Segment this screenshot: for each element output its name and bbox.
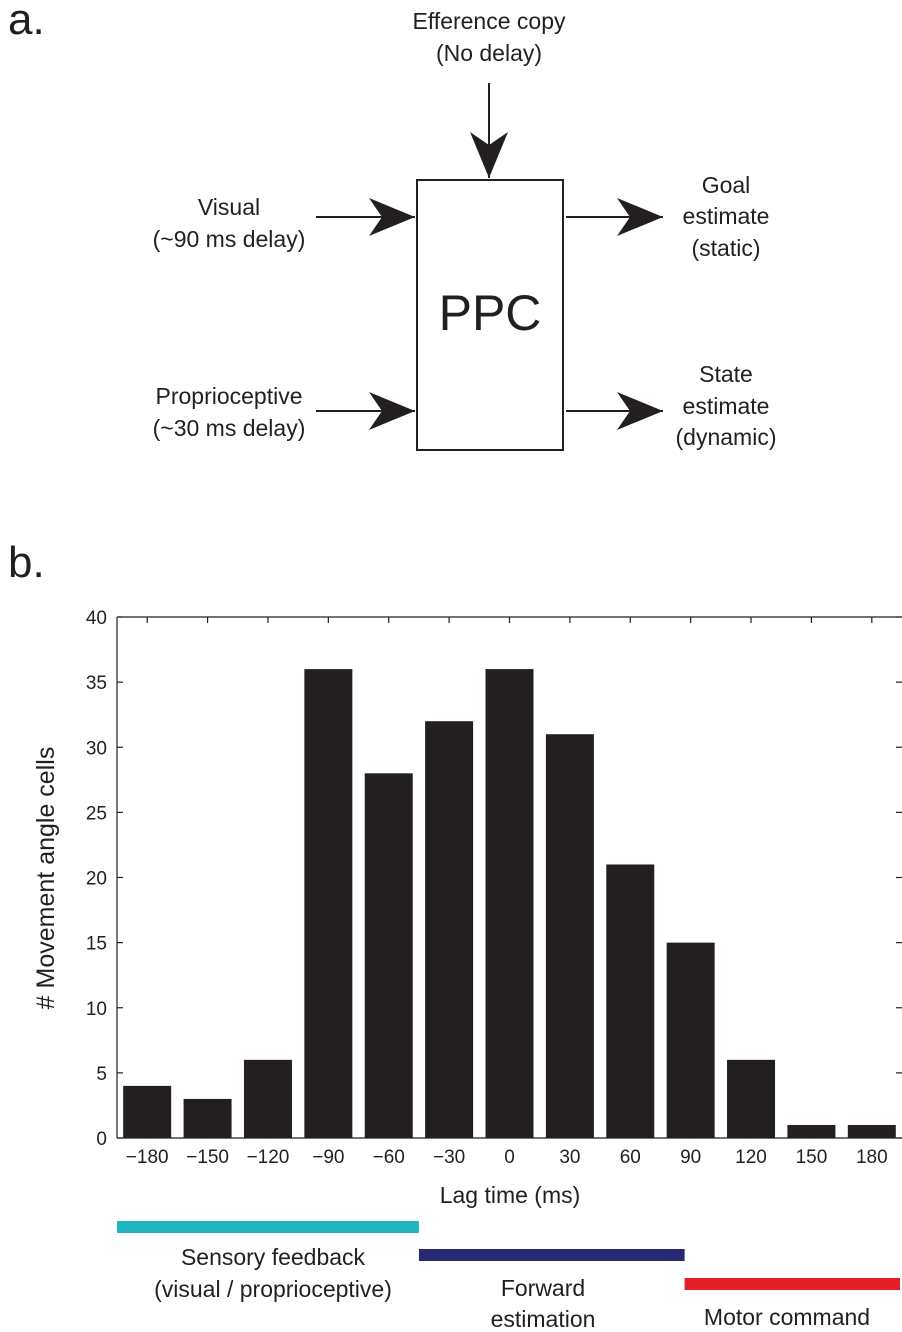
x-tick-label-1: −150 [186, 1147, 229, 1168]
bar-11 [787, 1124, 836, 1138]
panel-a-label: a. [8, 0, 45, 44]
state-label-line1: State [699, 361, 753, 387]
sensory-feedback-label-line1: Sensory feedback [181, 1244, 366, 1270]
x-axis-label: Lag time (ms) [440, 1182, 581, 1208]
y-tick-label-2: 10 [86, 999, 107, 1020]
y-tick-label-1: 5 [96, 1064, 107, 1085]
proprioceptive-label-line2: (~30 ms delay) [153, 415, 306, 441]
sensory-feedback-label-line2: (visual / proprioceptive) [154, 1276, 392, 1302]
x-tick-label-11: 150 [796, 1147, 828, 1168]
bars-group [123, 669, 896, 1138]
timing-bands: Sensory feedback (visual / proprioceptiv… [117, 1221, 900, 1332]
y-tick-label-7: 35 [86, 673, 107, 694]
x-tick-label-8: 60 [620, 1147, 641, 1168]
forward-estimation-label-line2: estimation [491, 1306, 596, 1332]
x-tick-label-7: 30 [559, 1147, 580, 1168]
y-tick-label-4: 20 [86, 869, 107, 890]
bar-7 [545, 734, 594, 1138]
ppc-label: PPC [439, 285, 542, 341]
panel-b: b. 0 5 10 15 20 25 30 35 40 −180 −150 −120 −90 −60 −3… [8, 538, 902, 1332]
y-axis-label: # Movement angle cells [32, 747, 60, 1010]
x-tick-label-12: 180 [856, 1147, 888, 1168]
x-ticks-group: −180 −150 −120 −90 −60 −30 0 30 60 90 120 150 180 [126, 617, 888, 1168]
state-label-line2: estimate [683, 393, 770, 419]
efference-label-line2: (No delay) [436, 40, 542, 66]
histogram-chart: 0 5 10 15 20 25 30 35 40 −180 −150 −120 −90 −60 −30 0 3… [86, 608, 902, 1168]
proprioceptive-label-line1: Proprioceptive [155, 383, 302, 409]
ppc-box [416, 179, 564, 451]
bar-8 [606, 864, 655, 1138]
bar-6 [485, 669, 534, 1138]
bar-9 [666, 942, 715, 1138]
x-tick-label-5: −30 [433, 1147, 465, 1168]
bar-12 [847, 1124, 896, 1138]
efference-label-line1: Efference copy [412, 8, 566, 34]
bar-0 [123, 1085, 172, 1138]
x-tick-label-3: −90 [312, 1147, 344, 1168]
bar-2 [243, 1059, 292, 1138]
motor-command-band [684, 1278, 900, 1290]
y-tick-label-6: 30 [86, 738, 107, 759]
motor-command-label: Motor command [704, 1304, 870, 1330]
y-tick-label-0: 0 [96, 1129, 107, 1150]
x-tick-label-6: 0 [504, 1147, 515, 1168]
sensory-feedback-band [117, 1221, 419, 1233]
bar-4 [364, 773, 413, 1138]
goal-label-line3: (static) [692, 235, 761, 261]
x-tick-label-0: −180 [126, 1147, 169, 1168]
panel-b-label: b. [8, 538, 45, 587]
visual-label-line2: (~90 ms delay) [153, 226, 306, 252]
x-tick-label-2: −120 [247, 1147, 290, 1168]
y-ticks-group: 0 5 10 15 20 25 30 35 40 [86, 608, 902, 1150]
bar-10 [727, 1059, 776, 1138]
forward-estimation-band [418, 1249, 685, 1261]
x-tick-label-10: 120 [735, 1147, 767, 1168]
y-tick-label-3: 15 [86, 934, 107, 955]
forward-estimation-label-line1: Forward [501, 1275, 585, 1301]
bar-1 [183, 1098, 232, 1138]
y-tick-label-8: 40 [86, 608, 107, 629]
x-tick-label-4: −60 [373, 1147, 405, 1168]
panel-a: a. Efference copy (No delay) PPC Visual … [8, 0, 777, 451]
bar-3 [304, 669, 353, 1138]
bar-5 [425, 721, 474, 1138]
y-tick-label-5: 25 [86, 803, 107, 824]
x-tick-label-9: 90 [680, 1147, 701, 1168]
goal-label-line2: estimate [683, 203, 770, 229]
state-label-line3: (dynamic) [676, 424, 777, 450]
goal-label-line1: Goal [702, 172, 751, 198]
visual-label-line1: Visual [198, 194, 260, 220]
